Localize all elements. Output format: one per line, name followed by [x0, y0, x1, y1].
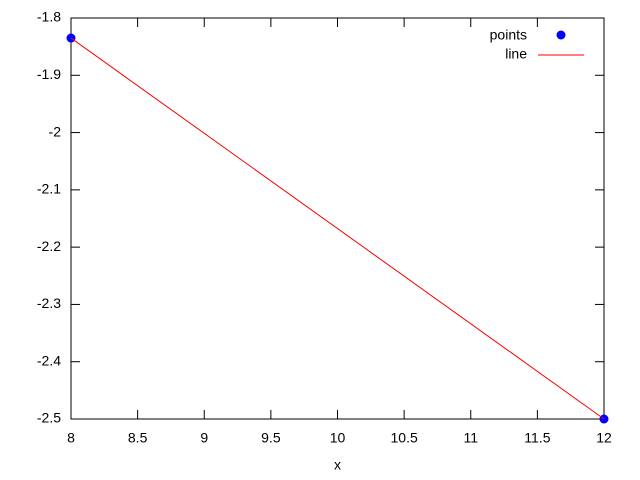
legend-label: points — [490, 27, 527, 43]
y-tick-label: -2.2 — [37, 238, 61, 254]
y-tick-label: -2.5 — [37, 410, 61, 426]
y-tick-label: -2.4 — [37, 352, 61, 368]
x-tick-label: 11 — [463, 430, 478, 446]
x-tick-label: 10.5 — [391, 430, 418, 446]
x-tick-label: 9.5 — [261, 430, 281, 446]
y-tick-label: -2 — [49, 123, 62, 139]
series-line — [70, 37, 605, 420]
x-tick-label: 9 — [200, 430, 208, 446]
legend-label: line — [505, 46, 527, 62]
y-tick-label: -1.9 — [37, 66, 61, 82]
y-tick-label: -2.3 — [37, 295, 61, 311]
x-tick-label: 12 — [596, 430, 612, 446]
legend-marker — [556, 30, 566, 40]
y-tick-label: -1.8 — [37, 9, 61, 25]
x-tick-label: 11.5 — [524, 430, 550, 446]
x-tick-label: 10 — [330, 430, 346, 446]
y-tick-label: -2.1 — [37, 181, 61, 197]
x-axis-label: x — [334, 457, 341, 473]
x-tick-label: 8.5 — [128, 430, 148, 446]
x-tick-label: 8 — [67, 430, 75, 446]
plot-frame — [70, 17, 605, 420]
